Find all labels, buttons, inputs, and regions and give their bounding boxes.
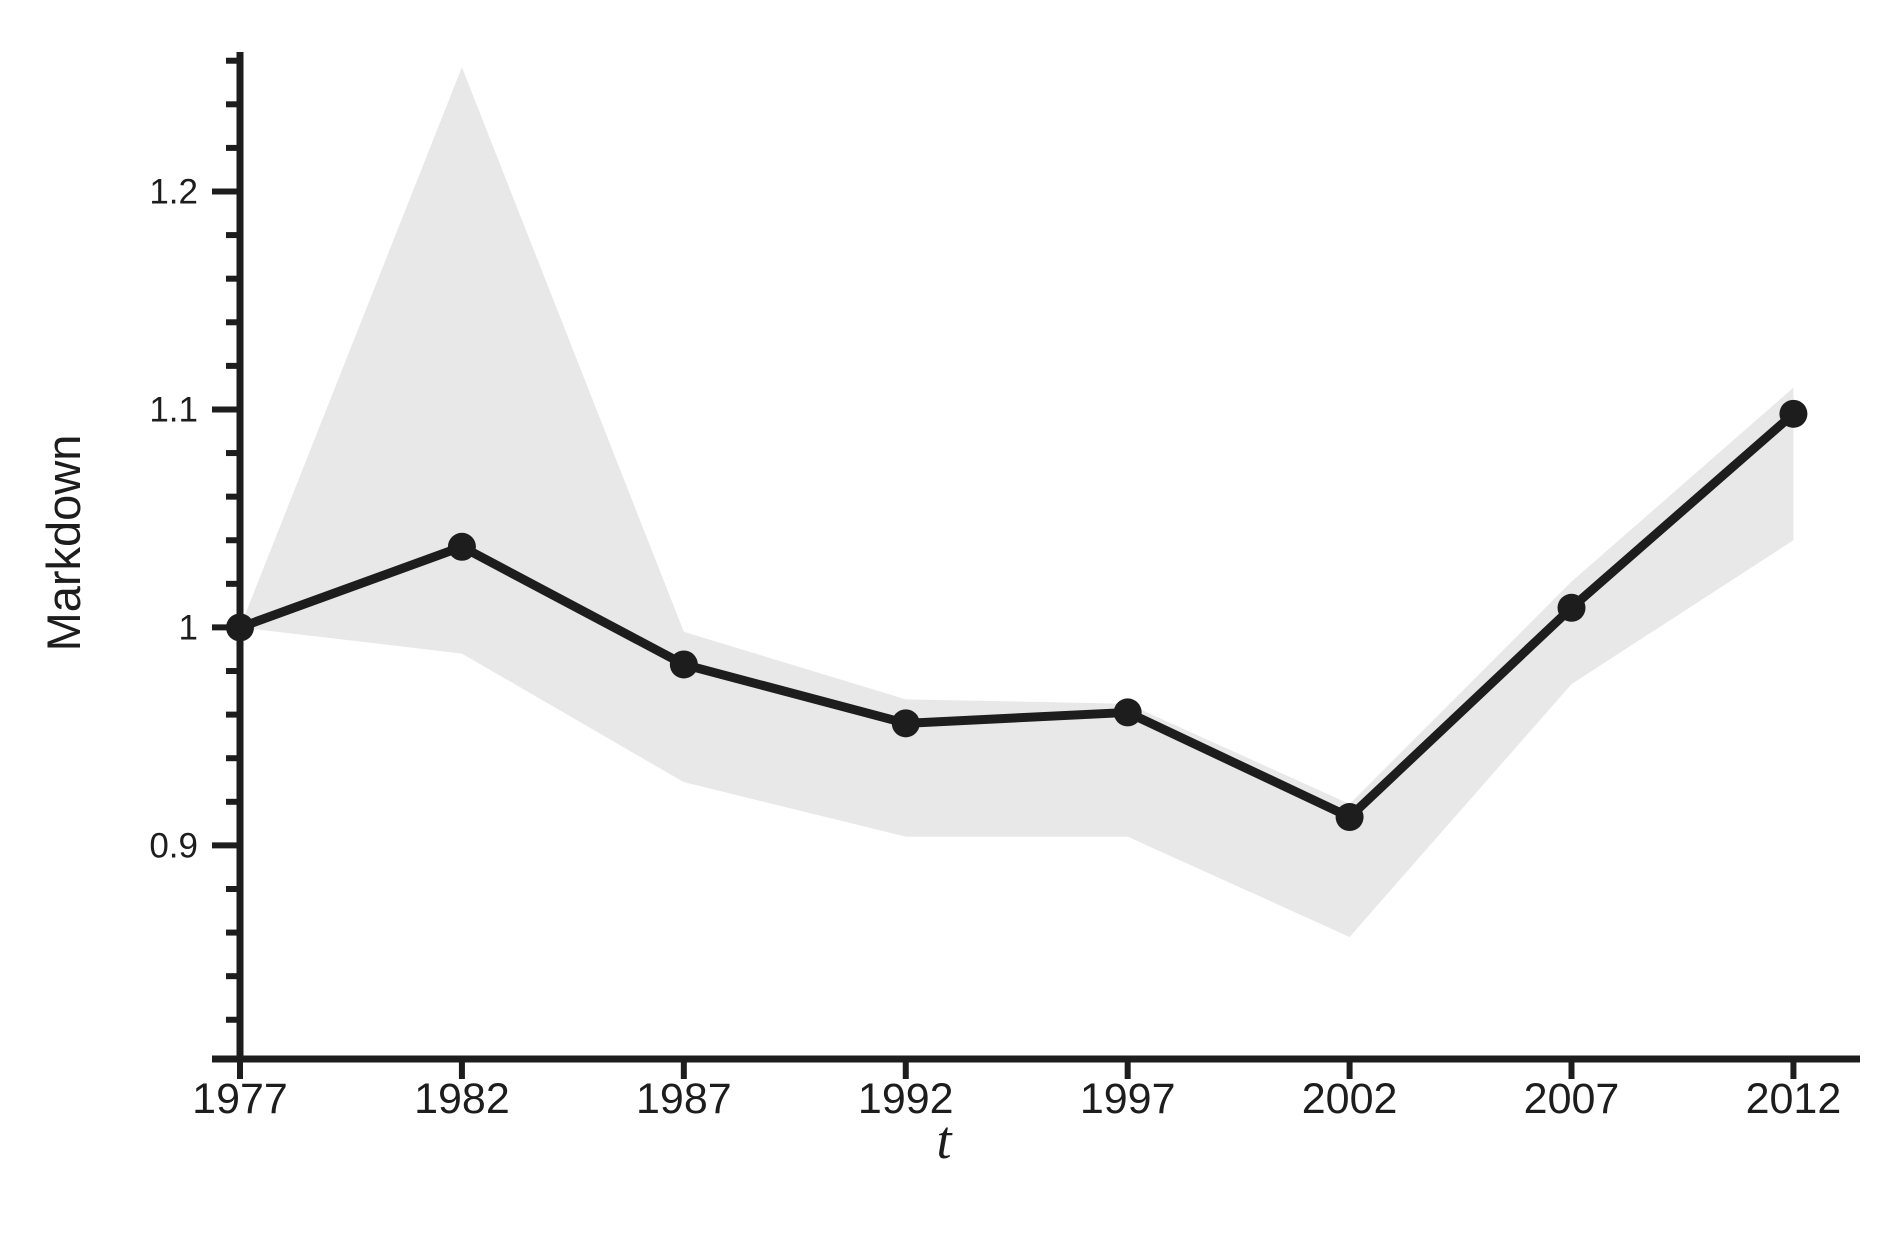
x-axis-title: t xyxy=(936,1110,953,1170)
confidence-band xyxy=(240,67,1794,937)
y-tick-label: 1.2 xyxy=(149,173,198,212)
x-tick-label: 1997 xyxy=(1080,1075,1176,1123)
x-tick-label: 1992 xyxy=(858,1075,954,1123)
x-tick-label: 1977 xyxy=(192,1075,288,1123)
x-tick-label: 1982 xyxy=(414,1075,510,1123)
data-point-1997 xyxy=(1113,698,1142,727)
y-tick-label: 1 xyxy=(179,609,198,648)
data-point-1992 xyxy=(891,709,920,738)
y-tick-label: 1.1 xyxy=(149,391,198,430)
data-point-2002 xyxy=(1335,803,1364,832)
axis-layer: 0.9 1 1.1 1.2 1977 1982 1987 1992 1997 2002 2007 20… xyxy=(149,52,1860,1123)
x-tick-label: 2012 xyxy=(1746,1075,1842,1123)
y-axis-title: Markdown xyxy=(37,435,90,652)
x-tick-label: 2007 xyxy=(1524,1075,1620,1123)
y-tick-label: 0.9 xyxy=(149,827,198,866)
data-point-1987 xyxy=(669,650,698,679)
data-point-2007 xyxy=(1557,593,1586,622)
markdown-line xyxy=(235,409,1798,822)
x-tick-label: 2002 xyxy=(1302,1075,1398,1123)
data-point-2012 xyxy=(1779,399,1808,428)
x-tick-label: 1987 xyxy=(636,1075,732,1123)
data-point-1982 xyxy=(447,532,476,561)
plot-layer xyxy=(226,67,1808,937)
